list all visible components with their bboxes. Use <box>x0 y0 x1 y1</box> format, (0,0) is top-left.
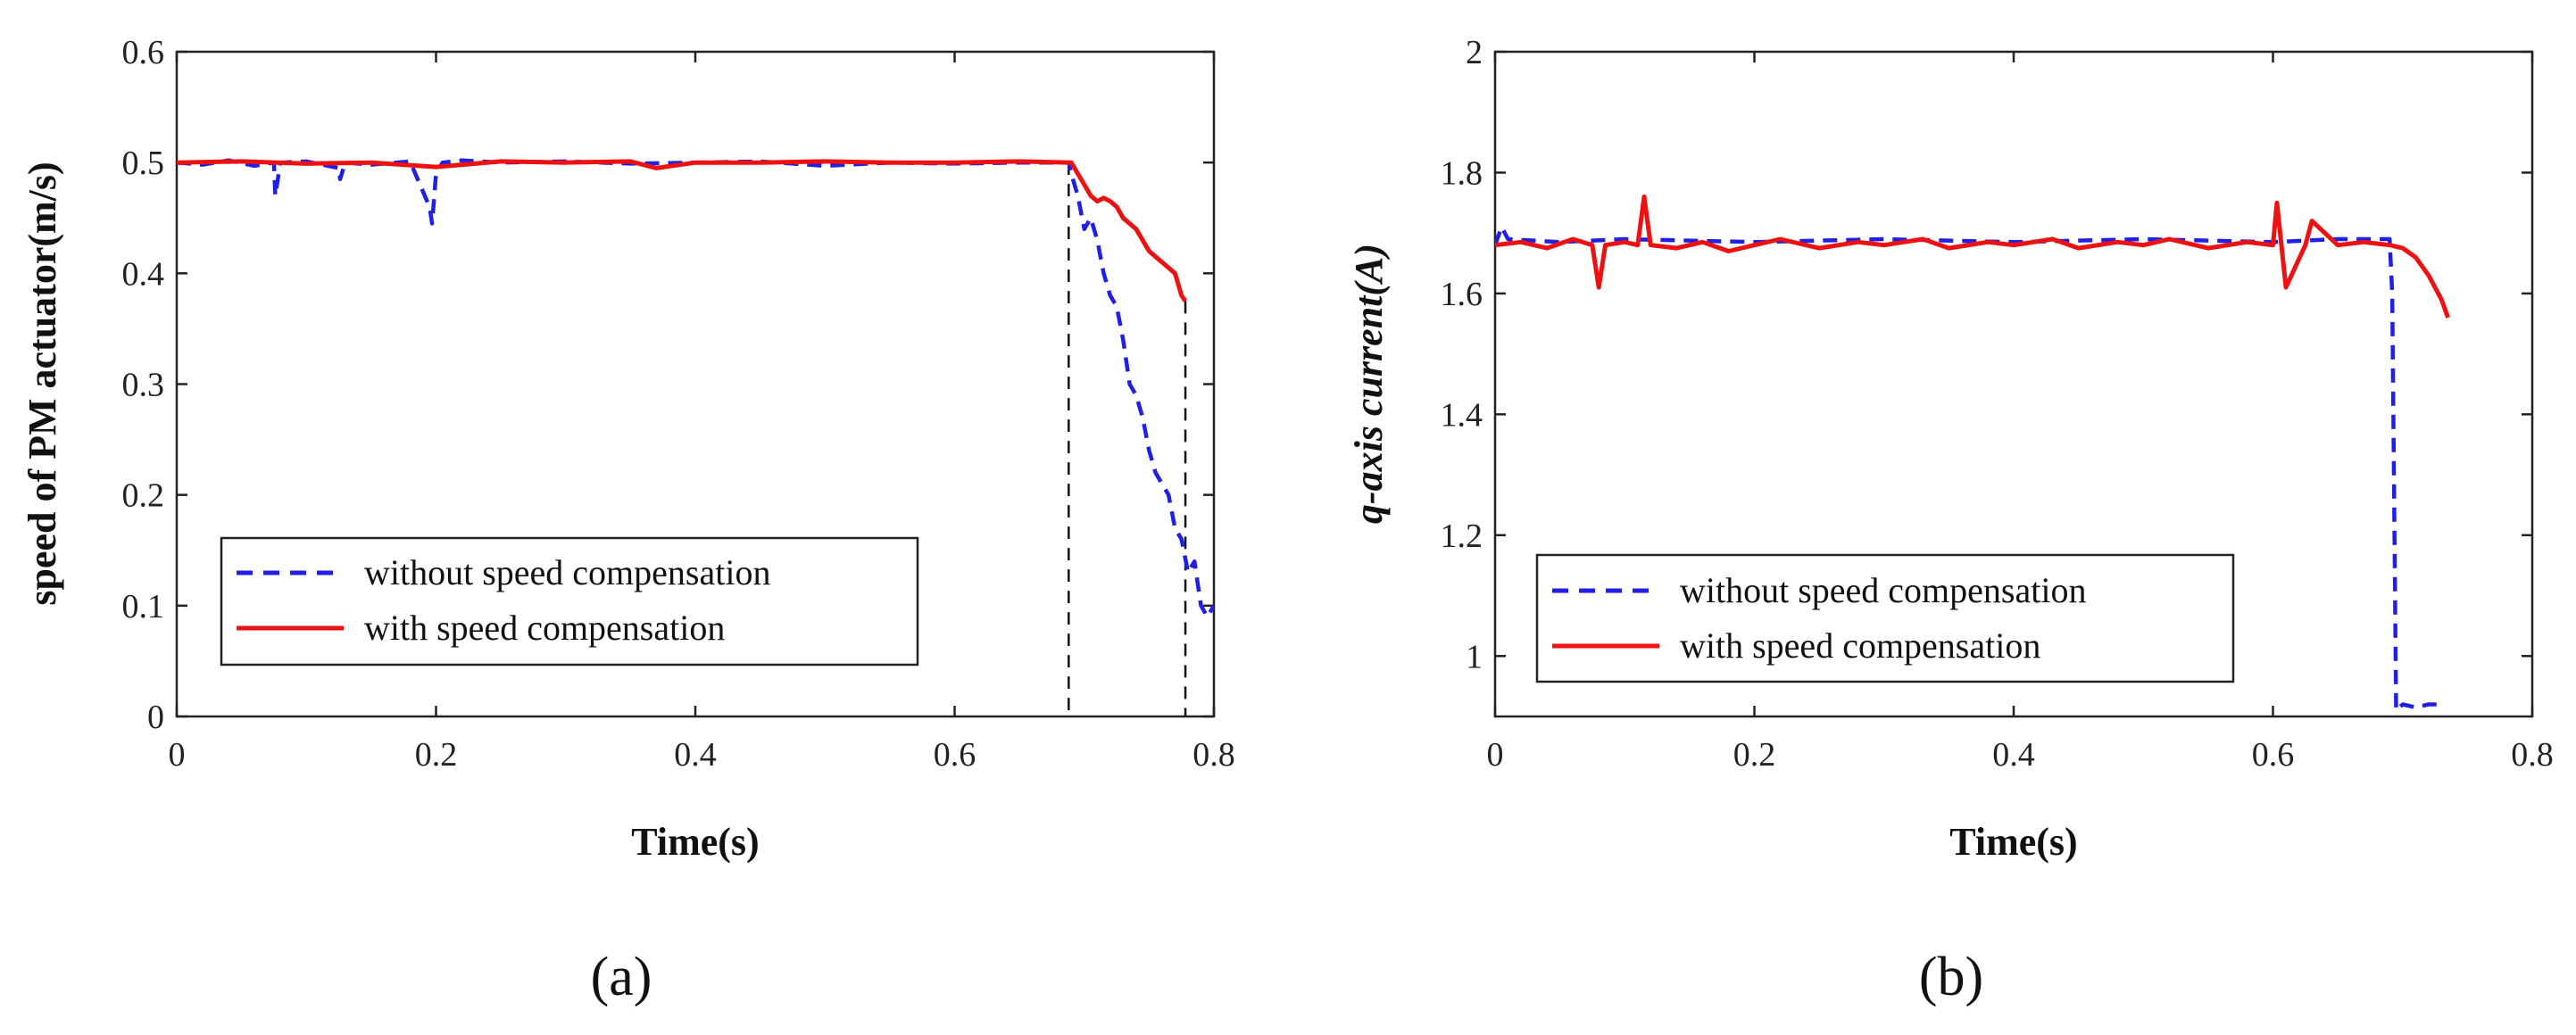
chart-panel-a: 0 0.2 0.4 0.6 0.8 0 0.1 0.2 0.3 0.4 0.5 0.6 Time(s)… <box>21 34 1235 1007</box>
y-tick-label-b-4: 1.8 <box>1441 154 1483 192</box>
series-line-b-with-compensation <box>1495 195 2450 319</box>
x-tick-label-a-3: 0.6 <box>934 736 976 774</box>
y-tick-label-a-4: 0.4 <box>122 255 165 293</box>
y-tick-label-a-2: 0.2 <box>122 477 165 515</box>
legend-box-b <box>1535 553 2235 683</box>
legend-b[interactable]: without speed compensation with speed co… <box>1535 553 2235 683</box>
legend-box-a <box>220 536 919 667</box>
series-b <box>1495 195 2450 713</box>
x-tick-label-b-4: 0.8 <box>2511 736 2554 774</box>
x-tick-label-a-0: 0 <box>169 736 186 774</box>
chart-panel-b: 0 0.2 0.4 0.6 0.8 1 1.2 1.4 1.6 1.8 2 Time(s) q-ax… <box>1347 34 2554 1007</box>
y-tick-label-b-3: 1.6 <box>1441 276 1483 313</box>
panel-label-a: (a) <box>591 947 652 1007</box>
y-axis-title-a: speed of PM actuator(m/s) <box>21 161 64 605</box>
y-tick-label-b-0: 1 <box>1466 638 1483 675</box>
y-tick-label-b-2: 1.4 <box>1441 396 1483 434</box>
series-line-b-without-compensation <box>1495 225 2442 713</box>
series-line-a-with-compensation <box>177 159 1188 302</box>
x-tick-label-b-2: 0.4 <box>1992 736 2035 774</box>
y-tick-label-a-0: 0 <box>147 699 164 736</box>
x-axis-title-a: Time(s) <box>631 820 759 864</box>
x-tick-label-b-0: 0 <box>1487 736 1504 774</box>
legend-label-with-b: with speed compensation <box>1680 625 2040 666</box>
x-tick-label-a-4: 0.8 <box>1192 736 1235 774</box>
vlines-a <box>1068 162 1187 716</box>
y-tick-label-a-6: 0.6 <box>122 34 165 71</box>
x-tick-label-a-2: 0.4 <box>674 736 717 774</box>
legend-label-without-b: without speed compensation <box>1680 570 2086 610</box>
y-tick-label-a-3: 0.3 <box>122 367 165 404</box>
x-tick-label-b-1: 0.2 <box>1733 736 1776 774</box>
x-tick-label-a-1: 0.2 <box>415 736 458 774</box>
y-tick-label-a-5: 0.5 <box>122 145 165 182</box>
legend-a[interactable]: without speed compensation with speed co… <box>220 536 919 667</box>
y-tick-label-b-5: 2 <box>1466 34 1483 71</box>
legend-label-without-a: without speed compensation <box>364 552 770 592</box>
panel-label-b: (b) <box>1919 947 1983 1007</box>
series-a <box>177 158 1214 619</box>
x-axis-title-b: Time(s) <box>1949 820 2077 864</box>
ticks-b: 0 0.2 0.4 0.6 0.8 1 1.2 1.4 1.6 1.8 2 <box>1441 34 2554 774</box>
x-tick-label-b-3: 0.6 <box>2252 736 2295 774</box>
y-tick-label-b-1: 1.2 <box>1441 518 1483 555</box>
y-tick-label-a-1: 0.1 <box>122 588 165 625</box>
y-axis-title-b: q-axis current(A) <box>1347 244 1391 524</box>
legend-label-with-a: with speed compensation <box>364 608 725 648</box>
ticks-a: 0 0.2 0.4 0.6 0.8 0 0.1 0.2 0.3 0.4 0.5 0.6 <box>122 34 1235 774</box>
